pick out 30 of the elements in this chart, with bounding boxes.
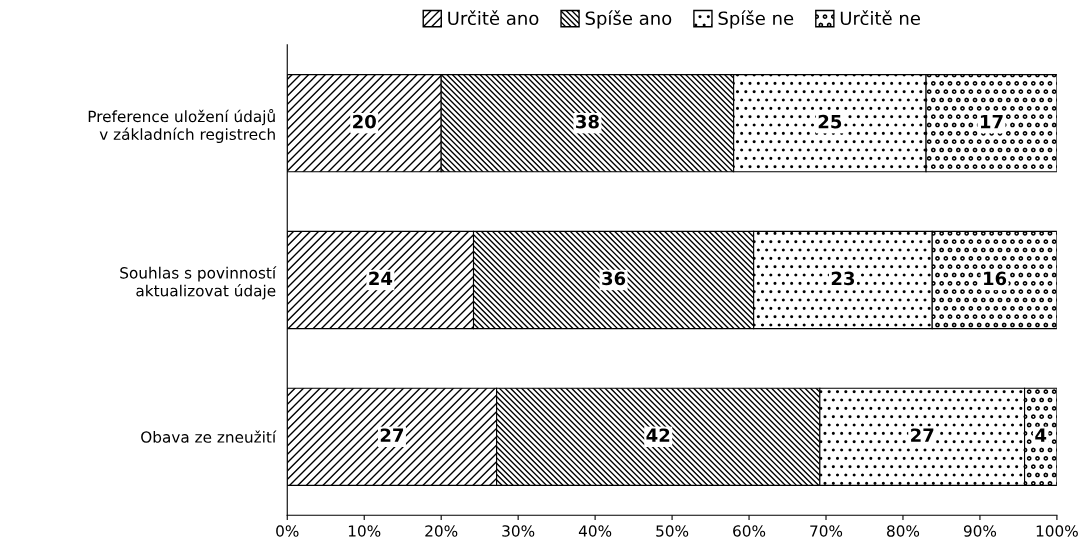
x-tick-label: 90% [963,525,997,537]
data-label: 42 [646,428,670,442]
data-label: 16 [984,271,1007,286]
data-label: 25 [818,114,842,129]
x-tick-label: 0% [276,525,299,537]
x-tick-label: 50% [656,525,689,537]
x-tick-label: 40% [578,525,612,537]
x-tick-label: 100% [1036,525,1078,537]
data-label: 4 [1035,428,1047,442]
data-label: 38 [576,114,599,129]
data-label: 17 [980,115,1003,129]
legend-label: Spíše ano [585,10,672,29]
x-tick-label: 30% [502,525,535,537]
y-tick-label: Souhlas s povinností aktualizovat údaje [120,266,277,300]
data-label: 23 [831,271,855,286]
y-tick-label: Obava ze zneužití [141,430,277,443]
x-tick-label: 80% [887,525,920,537]
data-label: 27 [380,428,404,442]
legend-label: Určitě ne [840,10,920,26]
legend-label: Spíše ne [718,10,794,29]
x-tick-label: 70% [810,525,843,537]
x-tick-label: 10% [348,525,381,537]
y-tick-label: Preference uložení údajů v základních registrech [88,109,275,143]
data-label: 27 [911,428,934,442]
data-label: 20 [353,114,376,129]
x-tick-label: 20% [425,525,458,537]
data-label: 24 [369,271,393,285]
data-label: 36 [602,271,626,286]
x-tick-label: 60% [733,525,766,537]
legend-label: Určitě ano [448,10,539,26]
